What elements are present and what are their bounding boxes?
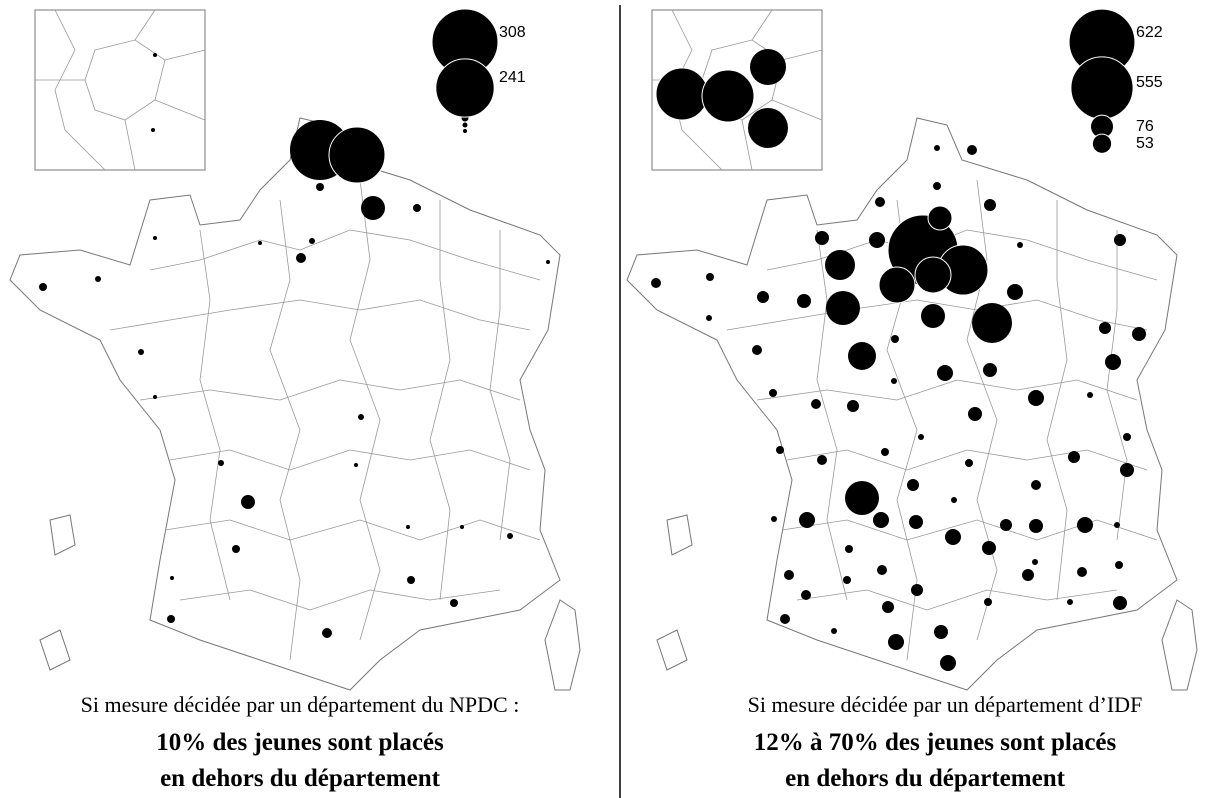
legend-label: 555 — [1136, 74, 1163, 91]
map-dot — [983, 363, 997, 377]
map-dot — [940, 655, 956, 671]
map-dot — [811, 399, 821, 409]
map-dot — [706, 273, 714, 281]
map-dot — [801, 590, 811, 600]
map-dot — [933, 182, 941, 190]
map-dot — [1007, 284, 1023, 300]
map-dot — [1032, 559, 1038, 565]
caption-line: en dehors du département — [160, 765, 441, 792]
map-dot — [1123, 433, 1131, 441]
map-dot — [911, 584, 923, 596]
map-dot — [769, 389, 777, 397]
map-dot — [1132, 327, 1146, 341]
caption-left: Si mesure décidée par un département du … — [81, 692, 520, 792]
map-dot — [937, 365, 953, 381]
map-dot — [651, 278, 661, 288]
map-dot — [891, 335, 899, 343]
map-dot — [1077, 567, 1087, 577]
map-dot — [984, 598, 992, 606]
map-dot — [843, 576, 851, 584]
map-dot — [934, 145, 940, 151]
legend-label: 241 — [499, 69, 526, 86]
map-dot — [934, 625, 948, 639]
caption-line: Si mesure décidée par un département du … — [81, 692, 520, 717]
map-dots — [39, 53, 550, 638]
map-dot — [869, 232, 885, 248]
map-dot — [968, 407, 982, 421]
map-dot — [797, 294, 811, 308]
map-dot — [752, 345, 762, 355]
map-dot — [967, 145, 977, 155]
map-dot — [831, 628, 837, 634]
map-dot — [784, 570, 794, 580]
map-dot — [1114, 522, 1120, 528]
map-dot — [817, 455, 827, 465]
map-dot — [776, 446, 784, 454]
map-dot — [907, 479, 919, 491]
map-dot — [1017, 242, 1023, 248]
map-dot — [706, 315, 712, 321]
map-dot — [1115, 561, 1123, 569]
legend-label: 53 — [1136, 135, 1154, 152]
map-dot — [877, 565, 887, 575]
legend-circle — [1070, 56, 1134, 120]
map-dot — [873, 512, 889, 528]
map-dot — [1114, 234, 1126, 246]
map-dot — [1120, 463, 1134, 477]
map-dot — [1000, 519, 1012, 531]
map-dot — [1087, 392, 1093, 398]
map-dot — [1022, 569, 1034, 581]
map-dot — [1099, 322, 1111, 334]
map-dot — [951, 497, 957, 503]
map-dot — [1105, 354, 1121, 370]
left-map — [9, 9, 581, 691]
legend-left: 308 241 — [431, 8, 526, 118]
map-dot — [881, 448, 889, 456]
legend-label: 76 — [1136, 118, 1154, 135]
caption-line: en dehors du département — [785, 765, 1066, 792]
map-dot — [984, 199, 996, 211]
caption-line: 12% à 70% des jeunes sont placés — [754, 729, 1117, 756]
map-dot — [1077, 517, 1093, 533]
map-dot — [757, 291, 769, 303]
map-dot — [945, 529, 961, 545]
map-dot — [882, 601, 894, 613]
map-dot — [982, 541, 996, 555]
legend-label: 308 — [499, 24, 526, 41]
legend-circle — [435, 58, 495, 118]
map-dot — [875, 197, 885, 207]
caption-right: Si mesure décidée par un département d’I… — [748, 692, 1143, 792]
map-dot — [909, 515, 923, 529]
map-dot — [1113, 596, 1127, 610]
map-dot — [888, 634, 904, 650]
map-dot — [771, 516, 777, 522]
map-dot — [799, 512, 815, 528]
legend-label: 622 — [1136, 24, 1163, 41]
france-map — [626, 117, 1198, 691]
map-dots — [651, 49, 1146, 671]
paris-inset — [34, 9, 206, 171]
map-dot — [891, 378, 897, 384]
map-dot — [847, 400, 859, 412]
map-dot — [918, 434, 924, 440]
france-map — [9, 117, 581, 691]
caption-line: Si mesure décidée par un département d’I… — [748, 692, 1143, 717]
map-dot — [845, 545, 853, 553]
map-dot — [1068, 451, 1080, 463]
map-dot — [1067, 599, 1073, 605]
legend-circle — [1091, 133, 1113, 154]
map-dot — [965, 459, 973, 467]
map-dot — [1029, 519, 1043, 533]
map-dot — [1028, 390, 1044, 406]
caption-line: 10% des jeunes sont placés — [156, 729, 444, 756]
map-dot — [780, 614, 790, 624]
map-dot — [1031, 480, 1041, 490]
map-dot — [815, 231, 829, 245]
